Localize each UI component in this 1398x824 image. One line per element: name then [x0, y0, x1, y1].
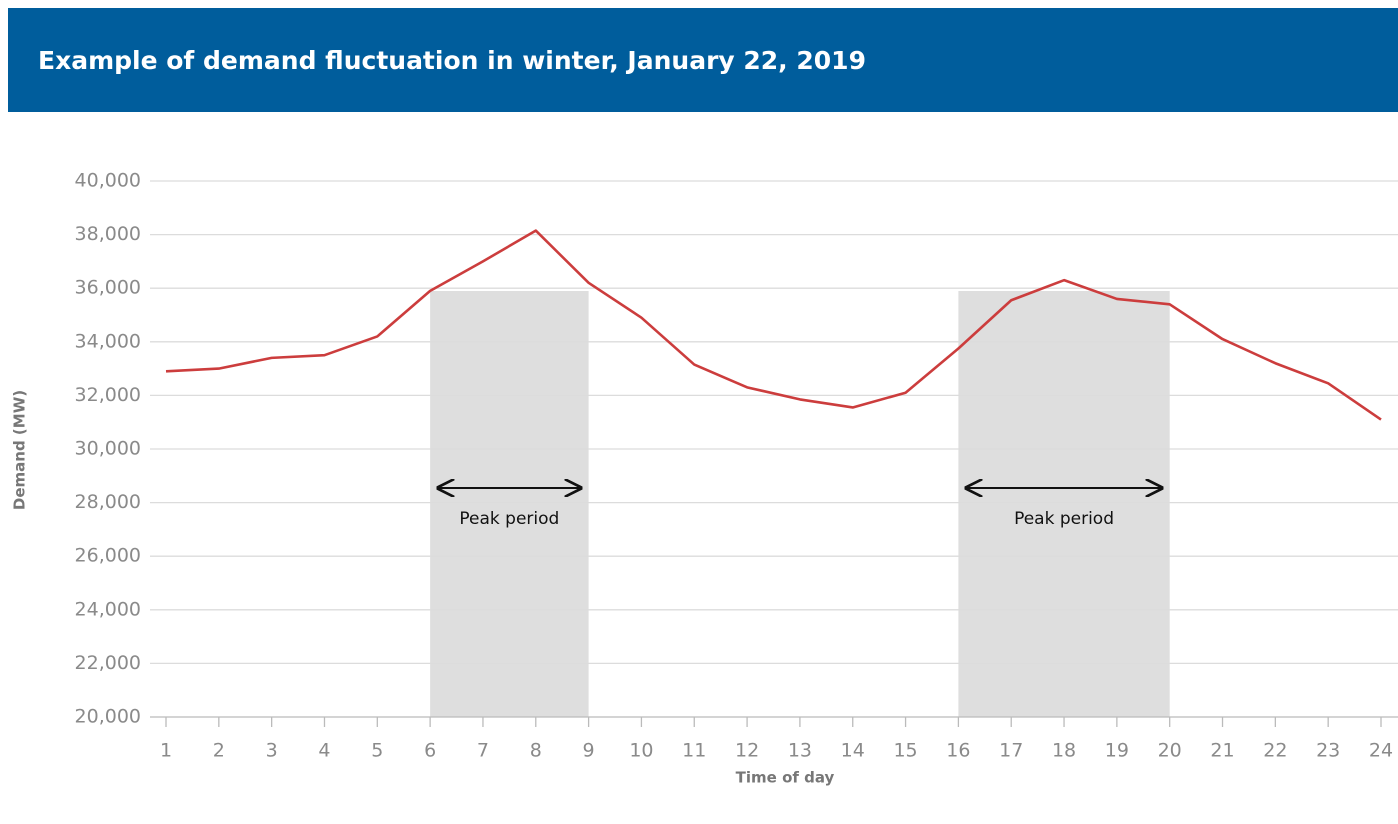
x-tick-label: 1	[160, 740, 172, 762]
y-tick-label: 24,000	[75, 598, 141, 620]
x-tick-label: 11	[682, 740, 706, 762]
y-tick-label: 40,000	[75, 170, 141, 192]
header-band	[8, 8, 1398, 112]
x-axis-title: Time of day	[736, 769, 835, 787]
x-tick-label: 8	[530, 740, 542, 762]
y-tick-label: 32,000	[75, 384, 141, 406]
x-tick-label: 20	[1158, 740, 1182, 762]
peak-shade	[430, 291, 589, 717]
x-tick-label: 4	[318, 740, 330, 762]
x-tick-label: 2	[213, 740, 225, 762]
x-tick-label: 23	[1316, 740, 1340, 762]
y-tick-label: 34,000	[75, 330, 141, 352]
x-tick-label: 3	[266, 740, 278, 762]
x-tick-label: 12	[735, 740, 759, 762]
x-tick-label: 9	[583, 740, 595, 762]
y-tick-label: 30,000	[75, 438, 141, 460]
y-axis-title: Demand (MW)	[11, 390, 29, 510]
x-tick-label: 10	[629, 740, 653, 762]
demand-line	[165, 229, 1382, 421]
chart-title: Example of demand fluctuation in winter,…	[38, 46, 866, 75]
x-tick-label: 7	[477, 740, 489, 762]
x-tick-label: 14	[841, 740, 865, 762]
y-tick-label: 38,000	[75, 223, 141, 245]
x-tick-label: 5	[371, 740, 383, 762]
x-tick-label: 17	[999, 740, 1023, 762]
x-tick-label: 13	[788, 740, 812, 762]
x-tick-label: 22	[1263, 740, 1287, 762]
y-tick-label: 36,000	[75, 277, 141, 299]
y-tick-label: 26,000	[75, 545, 141, 567]
x-tick-label: 24	[1369, 740, 1393, 762]
y-tick-label: 20,000	[75, 706, 141, 728]
x-tick-label: 21	[1210, 740, 1234, 762]
x-tick-label: 6	[424, 740, 436, 762]
x-tick-label: 16	[946, 740, 970, 762]
x-tick-label: 18	[1052, 740, 1076, 762]
x-tick-label: 15	[893, 740, 917, 762]
peak-shade	[958, 291, 1170, 717]
y-tick-label: 28,000	[75, 491, 141, 513]
x-tick-label: 19	[1105, 740, 1129, 762]
peak-label: Peak period	[459, 509, 559, 529]
peak-label: Peak period	[1014, 509, 1114, 529]
y-tick-label: 22,000	[75, 652, 141, 674]
